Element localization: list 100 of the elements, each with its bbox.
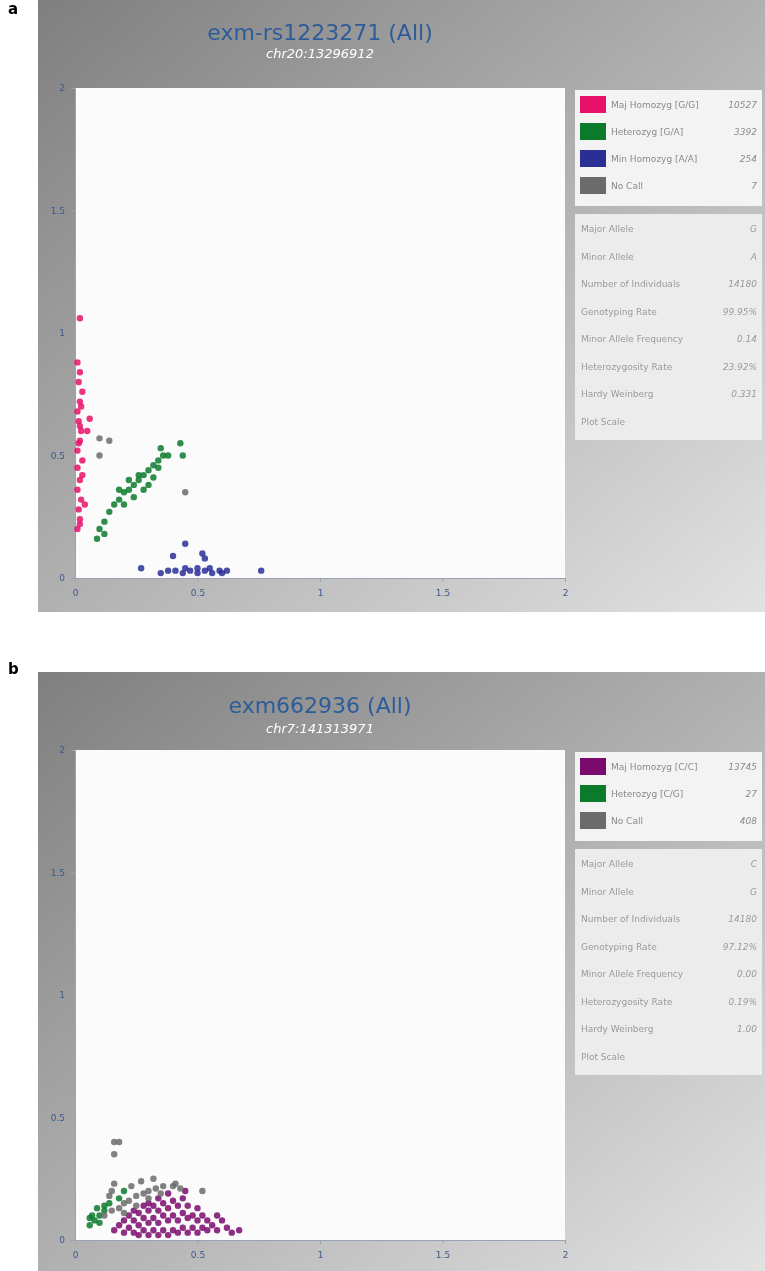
point: [115, 1204, 123, 1212]
point: [120, 1209, 128, 1217]
point: [186, 567, 194, 574]
x-tick-label: 0.5: [190, 1250, 206, 1261]
text: 7: [751, 181, 758, 191]
x-tick-label: 2: [562, 588, 569, 599]
point: [125, 1197, 133, 1204]
x-tick-label: 1.5: [435, 588, 451, 599]
point: [155, 457, 162, 464]
point: [172, 567, 179, 574]
legend-label: No Call: [611, 181, 643, 191]
point: [86, 1222, 93, 1229]
x-tick-label: 0.5: [190, 588, 206, 599]
text: 408: [739, 816, 758, 826]
point: [96, 1219, 103, 1227]
point: [130, 481, 137, 489]
text: 0.331: [731, 389, 757, 399]
point: [179, 569, 186, 577]
point: [111, 1180, 118, 1187]
category-label: Minor Allele Frequency: [581, 969, 684, 979]
category-label: Plot Scale: [581, 416, 626, 427]
point: [164, 452, 172, 459]
text: 0.19%: [728, 996, 757, 1007]
point: [96, 525, 103, 533]
x-tick-label: 1.5: [435, 1250, 451, 1261]
chart-title: exm662936 (All): [228, 693, 412, 718]
legend-label: Heterozyg [G/A]: [611, 127, 684, 137]
category-label: Minor Allele: [581, 251, 635, 262]
legend-label: Heterozyg [C/G]: [611, 789, 684, 799]
point: [115, 486, 123, 493]
text: G: [750, 886, 757, 897]
point: [137, 1178, 145, 1185]
point: [93, 535, 101, 542]
point: [133, 1192, 140, 1200]
x-tick-label: 0: [72, 1250, 79, 1261]
category-label: Minor Allele: [581, 886, 635, 897]
point: [145, 1187, 152, 1195]
point: [96, 435, 103, 442]
category-label: Genotyping Rate: [581, 941, 658, 952]
text: a: [8, 0, 19, 18]
y-tick-label: 1: [59, 328, 65, 339]
point: [135, 476, 142, 484]
y-tick-label: 2: [59, 83, 65, 94]
text: 27: [745, 789, 758, 799]
category-label: Minor Allele Frequency: [581, 334, 684, 344]
point: [101, 518, 108, 525]
point: [145, 481, 152, 489]
point: [79, 471, 86, 479]
text: 14180: [728, 279, 757, 289]
point: [108, 1187, 115, 1195]
point: [115, 496, 123, 503]
point: [130, 493, 137, 501]
chart-title: exm-rs1223271 (All): [207, 20, 433, 45]
point: [140, 1190, 147, 1197]
category-label: Hardy Weinberg: [581, 389, 654, 399]
point: [76, 422, 84, 430]
text: b: [8, 660, 19, 678]
point: [133, 1202, 140, 1209]
point: [86, 415, 93, 422]
point: [96, 452, 103, 459]
point: [74, 408, 81, 415]
point: [157, 1190, 164, 1197]
y-tick-label: 0.5: [50, 1112, 65, 1123]
point: [76, 520, 84, 528]
point: [75, 378, 82, 386]
text: 14180: [728, 914, 757, 924]
point: [201, 555, 209, 562]
x-tick-label: 2: [562, 1250, 569, 1261]
category-label: Heterozygosity Rate: [581, 996, 673, 1007]
text: 254: [739, 154, 758, 164]
x-tick-label: 0: [72, 588, 79, 599]
point: [120, 501, 128, 508]
point: [145, 1195, 152, 1202]
point: [125, 486, 133, 493]
point: [101, 530, 108, 538]
category-label: Genotyping Rate: [581, 306, 658, 317]
point: [169, 552, 177, 560]
point: [152, 1185, 160, 1192]
point: [194, 565, 201, 572]
text: 13745: [728, 762, 758, 772]
legend-label: Maj Homozyg [C/C]: [611, 762, 698, 772]
point: [74, 447, 81, 454]
point: [76, 315, 84, 322]
point: [93, 1204, 101, 1212]
point: [182, 540, 189, 547]
y-tick-label: 1.5: [50, 205, 65, 216]
point: [106, 508, 113, 516]
point: [79, 457, 86, 464]
point: [182, 565, 189, 572]
point: [150, 1175, 157, 1182]
point: [77, 496, 85, 503]
point: [81, 501, 88, 508]
point: [194, 569, 201, 577]
point: [106, 1200, 113, 1207]
category-label: Heterozygosity Rate: [581, 361, 673, 372]
point: [177, 1185, 184, 1192]
point: [160, 1182, 167, 1190]
text: A: [750, 251, 757, 262]
chart-subtitle: chr7:141313971: [266, 721, 374, 736]
point: [157, 569, 164, 577]
